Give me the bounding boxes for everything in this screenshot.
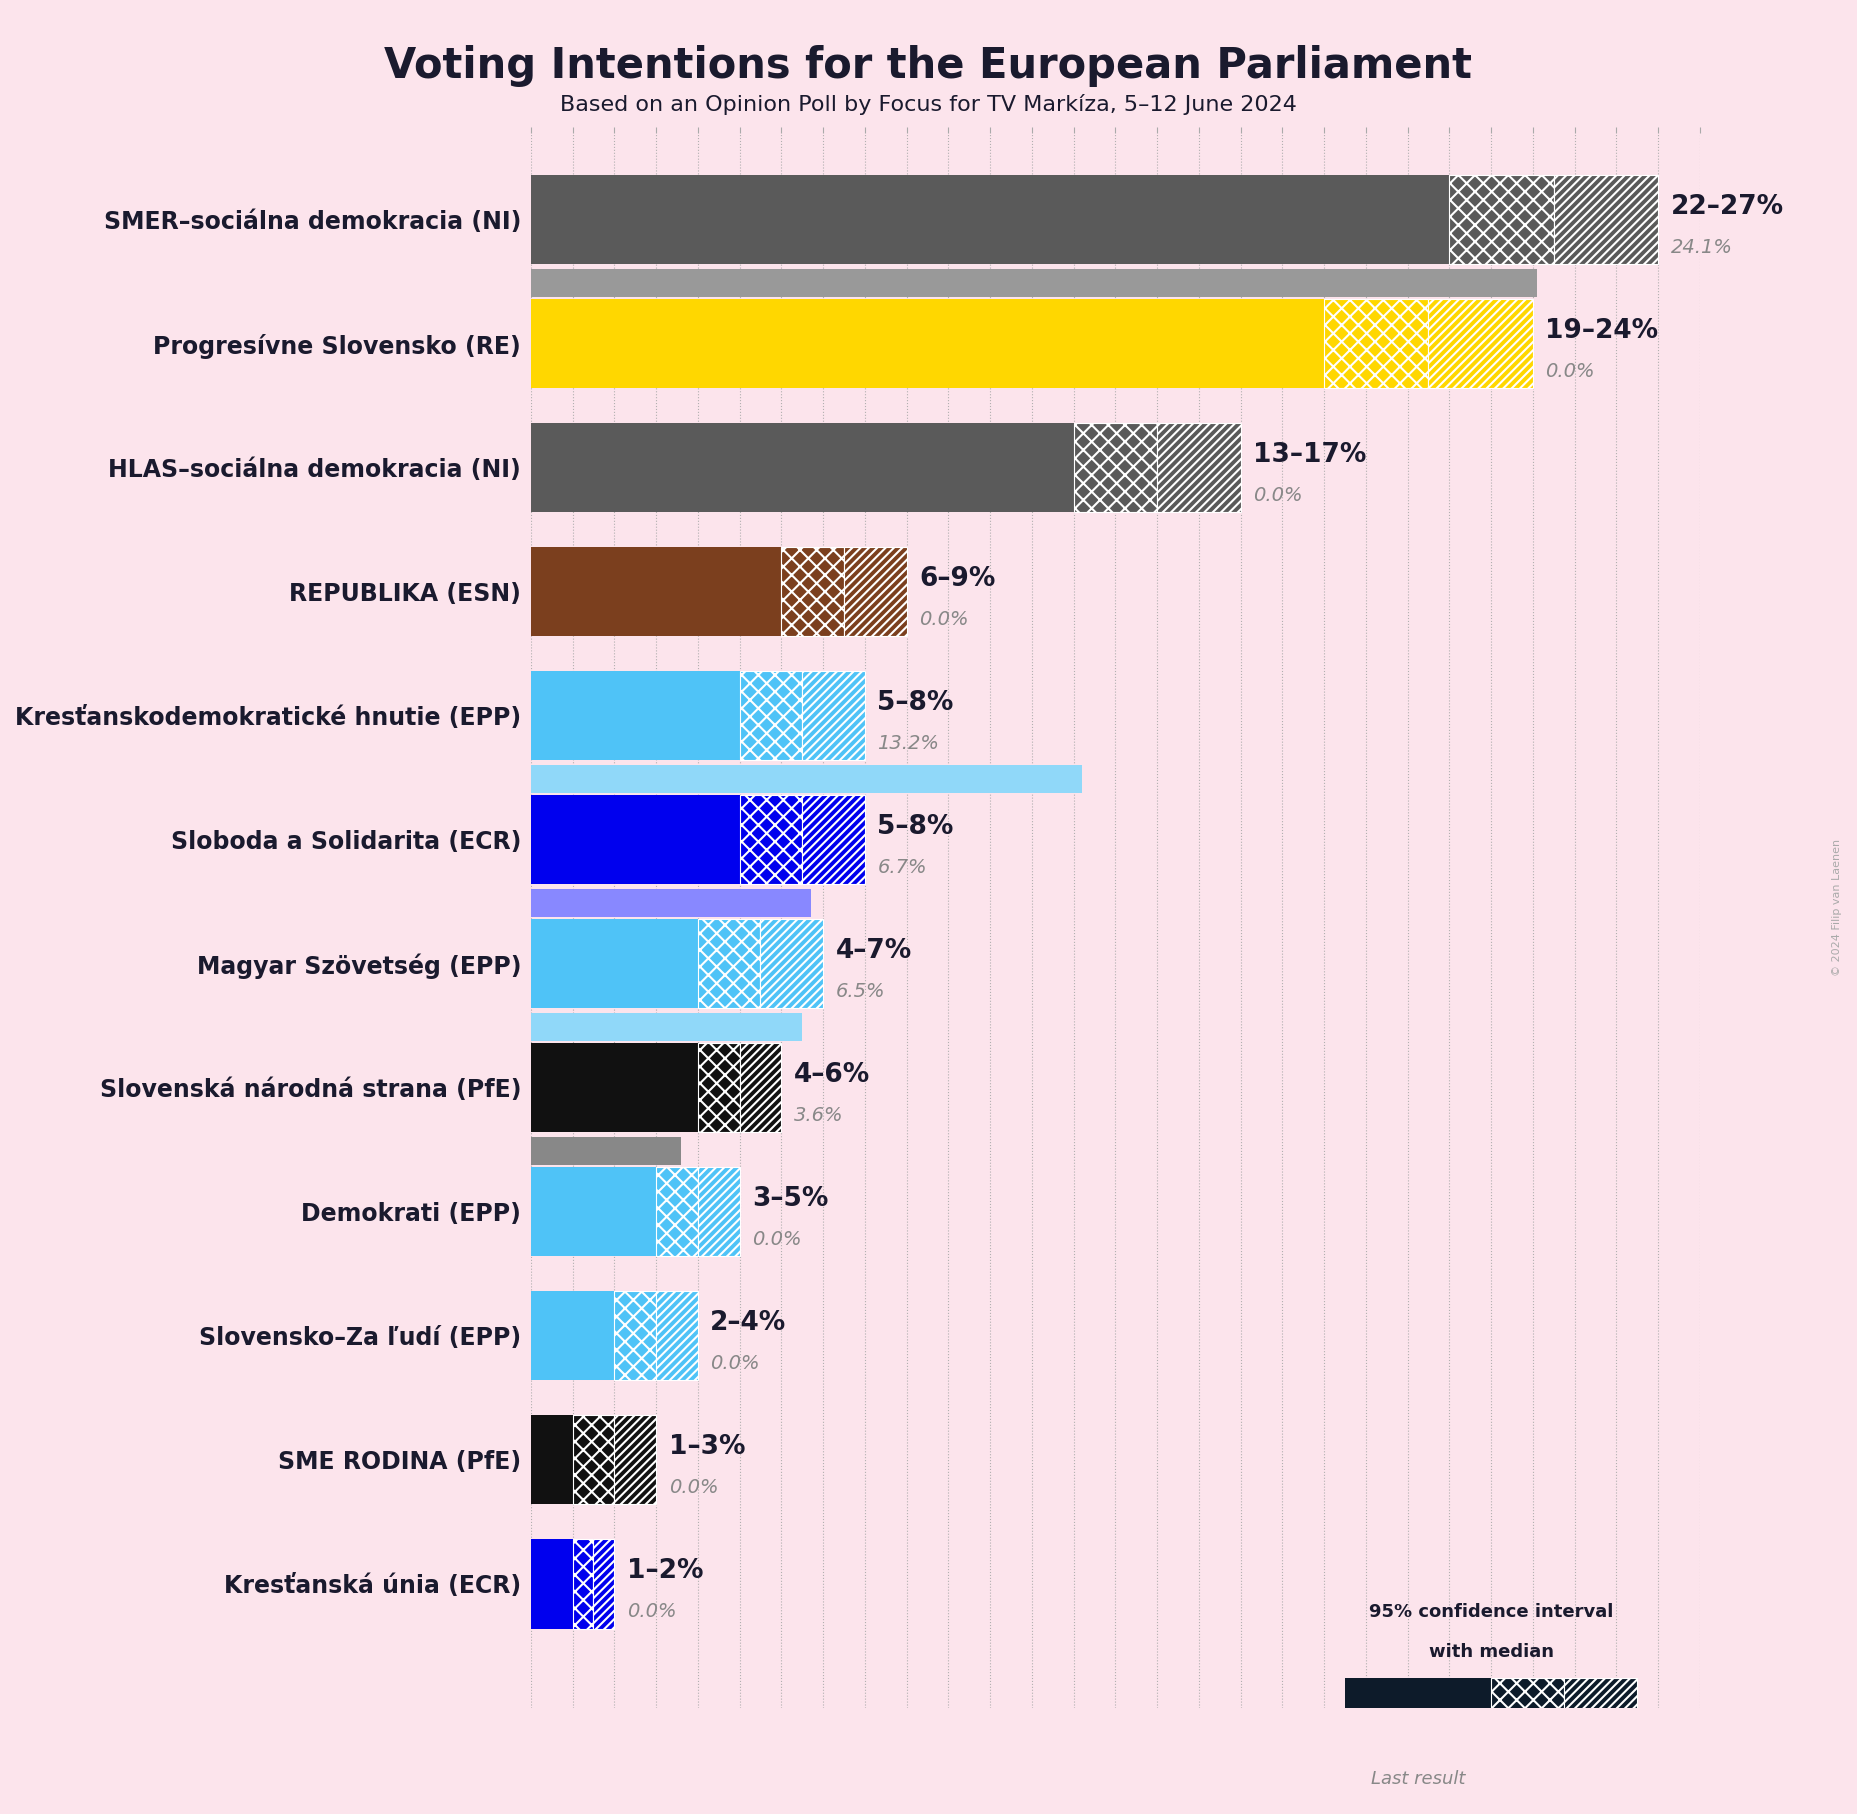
Bar: [802, 795, 865, 885]
Bar: [531, 795, 739, 885]
Text: 19–24%: 19–24%: [1545, 317, 1658, 345]
Bar: [531, 548, 782, 637]
Text: 95% confidence interval: 95% confidence interval: [1369, 1604, 1614, 1622]
Bar: [656, 1166, 698, 1257]
Bar: [531, 268, 1538, 297]
Text: 0.0%: 0.0%: [919, 610, 969, 628]
Text: 0.0%: 0.0%: [752, 1230, 802, 1248]
Bar: [698, 920, 761, 1009]
Bar: [572, 1540, 594, 1629]
Bar: [615, 1292, 656, 1380]
Text: 0.0%: 0.0%: [711, 1353, 760, 1373]
Text: Last result: Last result: [1370, 1770, 1465, 1789]
Bar: [531, 1014, 802, 1041]
Text: 0.0%: 0.0%: [1545, 361, 1595, 381]
Bar: [531, 1540, 572, 1629]
Text: 5–8%: 5–8%: [877, 814, 954, 840]
Bar: [531, 889, 810, 916]
Text: 0.0%: 0.0%: [669, 1478, 719, 1497]
Text: 2–4%: 2–4%: [711, 1310, 787, 1337]
Bar: [802, 671, 865, 760]
Text: 0.0%: 0.0%: [1253, 486, 1302, 504]
Bar: [531, 1415, 572, 1504]
Text: © 2024 Filip van Laenen: © 2024 Filip van Laenen: [1833, 838, 1842, 976]
Text: 3.6%: 3.6%: [795, 1105, 843, 1125]
Bar: [1344, 1678, 1491, 1725]
Bar: [531, 423, 1073, 512]
Bar: [531, 766, 1083, 793]
Text: 4–6%: 4–6%: [795, 1063, 871, 1088]
Bar: [615, 1415, 656, 1504]
Bar: [1448, 176, 1554, 265]
Bar: [1428, 299, 1532, 388]
Text: 24.1%: 24.1%: [1671, 238, 1733, 256]
Text: 6.5%: 6.5%: [836, 981, 886, 1001]
Bar: [1157, 423, 1240, 512]
Text: 6–9%: 6–9%: [919, 566, 995, 593]
Bar: [739, 671, 802, 760]
Bar: [1554, 176, 1658, 265]
Text: 13–17%: 13–17%: [1253, 443, 1367, 468]
Bar: [1073, 423, 1157, 512]
Bar: [739, 1043, 782, 1132]
Bar: [698, 1043, 739, 1132]
Text: Voting Intentions for the European Parliament: Voting Intentions for the European Parli…: [384, 45, 1473, 87]
Bar: [531, 1166, 656, 1257]
Text: 1–3%: 1–3%: [669, 1435, 745, 1460]
Bar: [656, 1292, 698, 1380]
Bar: [782, 548, 843, 637]
Text: 1–2%: 1–2%: [628, 1558, 704, 1584]
Text: 22–27%: 22–27%: [1671, 194, 1785, 219]
Bar: [531, 1043, 698, 1132]
Text: 6.7%: 6.7%: [877, 858, 927, 876]
Bar: [1564, 1678, 1638, 1725]
Text: with median: with median: [1428, 1643, 1554, 1662]
Bar: [531, 671, 739, 760]
Text: 13.2%: 13.2%: [877, 733, 940, 753]
Bar: [739, 795, 802, 885]
Bar: [531, 176, 1448, 265]
Bar: [531, 299, 1324, 388]
Bar: [843, 548, 906, 637]
Text: 3–5%: 3–5%: [752, 1186, 828, 1212]
Bar: [531, 1137, 682, 1165]
Bar: [531, 920, 698, 1009]
Bar: [698, 1166, 739, 1257]
Bar: [572, 1415, 615, 1504]
Bar: [1344, 1731, 1491, 1754]
Text: 0.0%: 0.0%: [628, 1602, 676, 1620]
Bar: [531, 1292, 615, 1380]
Text: 4–7%: 4–7%: [836, 938, 912, 965]
Text: 5–8%: 5–8%: [877, 691, 954, 717]
Bar: [1491, 1678, 1564, 1725]
Bar: [594, 1540, 615, 1629]
Text: Based on an Opinion Poll by Focus for TV Markíza, 5–12 June 2024: Based on an Opinion Poll by Focus for TV…: [561, 94, 1296, 116]
Bar: [761, 920, 823, 1009]
Bar: [1324, 299, 1428, 388]
